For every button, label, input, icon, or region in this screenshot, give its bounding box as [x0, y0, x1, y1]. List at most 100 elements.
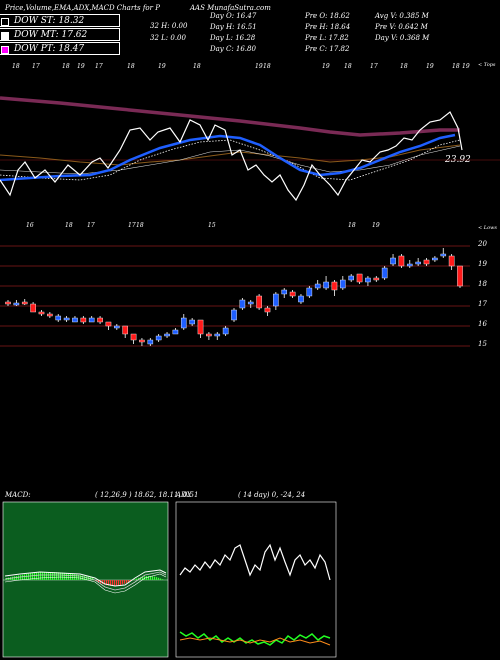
- candle-body: [47, 313, 53, 317]
- ema-top-label: 19: [322, 63, 330, 70]
- adx-orange-line: [179, 637, 331, 646]
- macd-title: MACD:: [5, 491, 31, 499]
- candle-body: [30, 303, 36, 313]
- candle-body: [457, 265, 463, 287]
- macd-histogram-bar: [74, 574, 76, 580]
- stat-pre-high: Pre H: 18.64: [305, 23, 351, 31]
- macd-histogram-bar: [34, 572, 36, 580]
- candle-body: [122, 325, 128, 335]
- candle-body: [390, 257, 396, 265]
- macd-histogram-bar: [52, 572, 54, 580]
- macd-histogram-bar: [122, 580, 124, 585]
- candle-body: [323, 281, 329, 289]
- candle-body: [231, 309, 237, 321]
- adx-panel: [175, 501, 337, 658]
- macd-histogram-bar: [124, 580, 126, 584]
- macd-histogram-bar: [134, 579, 136, 580]
- legend-swatch-st: [1, 18, 9, 26]
- legend-label-st: DOW ST: 18.32: [14, 16, 85, 26]
- macd-line-2: [4, 571, 167, 591]
- candle-body: [38, 311, 45, 315]
- macd-histogram-bar: [104, 580, 106, 585]
- macd-histogram-bar: [44, 572, 46, 580]
- ema-top-label: 18: [400, 63, 408, 70]
- stat-extra-h: 32 H: 0.00: [150, 22, 188, 30]
- ema-top-label: 17: [32, 63, 40, 70]
- candle-body: [97, 317, 103, 323]
- stat-day-volume: Day V: 0.368 M: [375, 34, 430, 42]
- candles: [5, 248, 463, 346]
- price-axis-label: 15: [478, 340, 487, 348]
- ema-top-label: 19: [77, 63, 85, 70]
- macd-histogram-bar: [160, 578, 162, 580]
- macd-histogram-bar: [76, 574, 78, 580]
- macd-histogram-bar: [64, 572, 66, 580]
- macd-histogram-bar: [54, 572, 56, 580]
- macd-histogram-bar: [114, 580, 116, 586]
- macd-histogram-bar: [92, 577, 94, 580]
- ema-top-label: 18: [452, 63, 460, 70]
- ema-bottom-label: 16: [26, 222, 34, 229]
- corner-lows-label: < Lows: [478, 225, 497, 231]
- macd-histogram-bar: [156, 577, 158, 580]
- candle-body: [13, 302, 20, 306]
- candle-body: [114, 325, 120, 329]
- adx-background: [175, 501, 337, 658]
- candle-body: [298, 295, 304, 303]
- candle-body: [415, 261, 421, 265]
- macd-histogram-bar: [60, 572, 62, 580]
- candle-body: [381, 267, 388, 279]
- macd-histogram-bar: [146, 576, 148, 580]
- ema-top-label: 18: [127, 63, 135, 70]
- candle-body: [356, 273, 363, 283]
- price-white-line: [0, 111, 463, 202]
- price-grid: [0, 245, 470, 347]
- candle-body: [448, 255, 455, 267]
- ema-top-label: 18: [263, 63, 271, 70]
- legend-dow-st: DOW ST: 18.32: [0, 14, 120, 27]
- macd-histogram-bar: [78, 574, 80, 580]
- candle-body: [256, 295, 262, 309]
- ema-dotted-line: [0, 139, 461, 181]
- price-axis-label: 18: [478, 280, 487, 288]
- stat-day-low: Day L: 16.28: [210, 34, 256, 42]
- adx-white-line: [179, 543, 331, 581]
- macd-histogram-bar: [46, 572, 48, 580]
- legend-label-mt: DOW MT: 17.62: [14, 30, 88, 40]
- corner-tops-label: < Tops: [478, 62, 496, 68]
- macd-histogram-bar: [56, 572, 58, 580]
- ema-bottom-label: 18: [65, 222, 73, 229]
- ema-top-label: 18: [62, 63, 70, 70]
- stat-avg-volume: Avg V: 0.385 M: [375, 12, 429, 20]
- macd-histogram-bar: [26, 574, 28, 580]
- macd-histogram-bar: [86, 576, 88, 580]
- ema-bottom-label: 17: [87, 222, 95, 229]
- adx-title: ADX: [176, 491, 192, 499]
- stat-day-open: Day O: 16.47: [210, 12, 257, 20]
- stat-pre-open: Pre O: 18.62: [305, 12, 350, 20]
- ema-panel: [0, 96, 500, 202]
- legend-label-pt: DOW PT: 18.47: [14, 44, 85, 54]
- candle-body: [222, 327, 229, 335]
- candle-body: [273, 293, 279, 307]
- candle-body: [348, 275, 354, 281]
- macd-histogram-bar: [128, 580, 130, 583]
- macd-histogram-bar: [150, 576, 152, 580]
- stat-pre-close: Pre C: 17.82: [305, 45, 350, 53]
- macd-histogram-bar: [48, 572, 50, 580]
- adx-params: ( 14 day) 0, -24, 24: [238, 491, 306, 499]
- stat-pre-low: Pre L: 17.82: [305, 34, 349, 42]
- candle-body: [63, 317, 70, 321]
- macd-histogram-bar: [154, 576, 156, 580]
- macd-histogram-bar: [112, 580, 114, 586]
- macd-histogram-bar: [118, 580, 120, 586]
- ema-top-label: 18: [344, 63, 352, 70]
- stat-day-close: Day C: 16.80: [210, 45, 256, 53]
- macd-histogram-bar: [108, 580, 110, 586]
- ema-top-label: 18: [193, 63, 201, 70]
- macd-histogram-bar: [162, 579, 164, 580]
- candle-body: [21, 301, 28, 305]
- macd-histogram-bar: [66, 573, 68, 580]
- candle-body: [147, 339, 154, 345]
